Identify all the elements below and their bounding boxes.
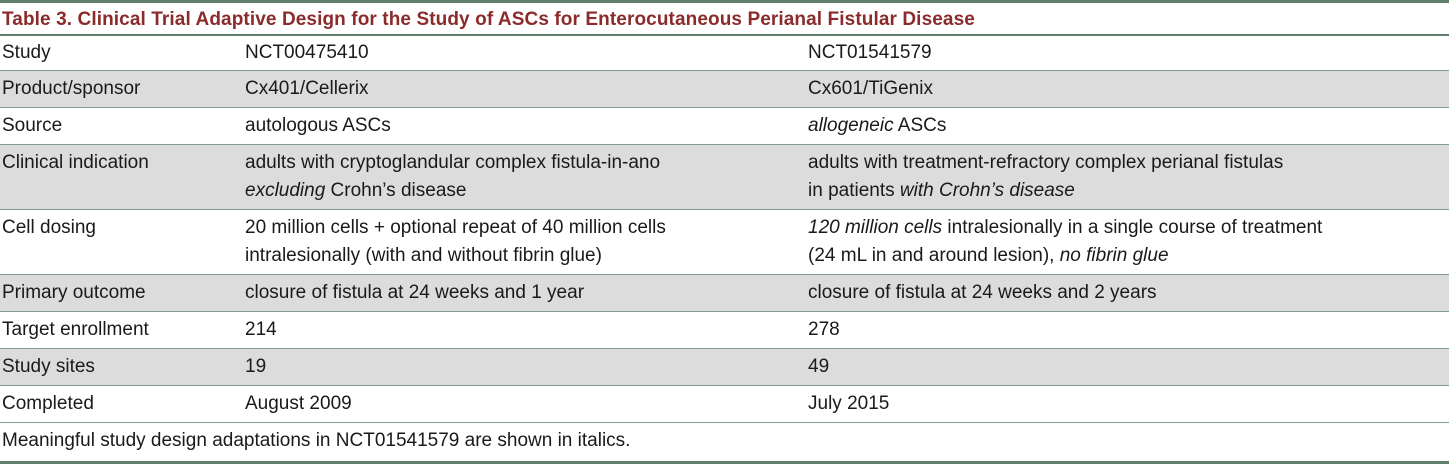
table-row-sites: Study sites 19 49: [0, 348, 1449, 386]
italic-text: allogeneic: [808, 115, 894, 136]
row-label: Study: [0, 35, 243, 71]
cell-a: autologous ASCs: [243, 107, 806, 145]
cell-nct01541579: NCT01541579: [806, 35, 1449, 71]
row-label: Primary outcome: [0, 274, 243, 312]
text: in patients: [808, 180, 900, 201]
cell-a: August 2009: [243, 385, 806, 423]
cell-b: 278: [806, 311, 1449, 349]
text: (24 mL in and around lesion),: [808, 245, 1060, 266]
cell-a: Cx401/Cellerix: [243, 70, 806, 108]
text-line: (24 mL in and around lesion), no fibrin …: [808, 242, 1449, 270]
cell-a: 214: [243, 311, 806, 349]
table-title: Table 3. Clinical Trial Adaptive Design …: [0, 0, 1449, 34]
cell-nct00475410: NCT00475410: [243, 35, 806, 71]
cell-b: adults with treatment-refractory complex…: [806, 144, 1449, 210]
italic-text: excluding: [245, 180, 326, 201]
text: Crohn’s disease: [325, 180, 467, 201]
table-footnote: Meaningful study design adaptations in N…: [0, 423, 1449, 464]
table-row-dosing: Cell dosing 20 million cells + optional …: [0, 209, 1449, 275]
text-line: excluding Crohn’s disease: [245, 177, 806, 205]
row-label: Completed: [0, 385, 243, 423]
table-row-indication: Clinical indication adults with cryptogl…: [0, 144, 1449, 210]
text-line: adults with cryptoglandular complex fist…: [245, 152, 661, 173]
cell-b: allogeneic ASCs: [806, 107, 1449, 145]
text-line: intralesionally (with and without fibrin…: [245, 245, 602, 266]
text: intralesionally in a single course of tr…: [942, 217, 1323, 238]
cell-a: adults with cryptoglandular complex fist…: [243, 144, 806, 210]
table-row-completed: Completed August 2009 July 2015: [0, 385, 1449, 423]
table-row-product: Product/sponsor Cx401/Cellerix Cx601/TiG…: [0, 70, 1449, 108]
cell-b: 120 million cells intralesionally in a s…: [806, 209, 1449, 275]
cell-b: July 2015: [806, 385, 1449, 423]
italic-text: with Crohn’s disease: [899, 180, 1075, 201]
row-label: Cell dosing: [0, 209, 243, 275]
cell-b: 49: [806, 348, 1449, 386]
cell-a: closure of fistula at 24 weeks and 1 yea…: [243, 274, 806, 312]
text-line: 120 million cells intralesionally in a s…: [808, 214, 1449, 242]
text-line: in patients with Crohn’s disease: [808, 177, 1449, 205]
italic-text: 120 million cells: [808, 217, 943, 238]
cell-a: 20 million cells + optional repeat of 40…: [243, 209, 806, 275]
row-label: Study sites: [0, 348, 243, 386]
cell-a: 19: [243, 348, 806, 386]
row-label: Product/sponsor: [0, 70, 243, 108]
italic-text: no fibrin glue: [1059, 245, 1169, 266]
cell-b: closure of fistula at 24 weeks and 2 yea…: [806, 274, 1449, 312]
row-label: Target enrollment: [0, 311, 243, 349]
text: ASCs: [893, 115, 947, 136]
table-grid: Study NCT00475410 NCT01541579 Product/sp…: [0, 34, 1449, 423]
table-row-source: Source autologous ASCs allogeneic ASCs: [0, 107, 1449, 145]
table-row-enrollment: Target enrollment 214 278: [0, 311, 1449, 349]
table-row-outcome: Primary outcome closure of fistula at 24…: [0, 274, 1449, 312]
text-line: adults with treatment-refractory complex…: [808, 152, 1284, 173]
text-line: 20 million cells + optional repeat of 40…: [245, 217, 666, 238]
row-label: Source: [0, 107, 243, 145]
cell-b: Cx601/TiGenix: [806, 70, 1449, 108]
row-label: Clinical indication: [0, 144, 243, 210]
table-row-study: Study NCT00475410 NCT01541579: [0, 35, 1449, 71]
